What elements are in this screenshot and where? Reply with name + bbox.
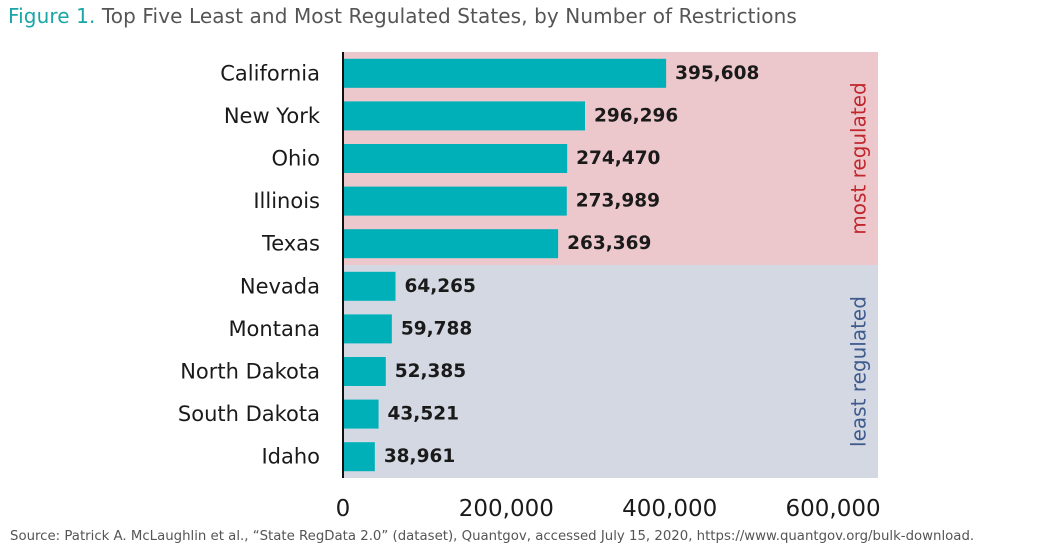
bar — [343, 144, 568, 173]
category-label: Ohio — [271, 147, 320, 171]
x-tick-label: 200,000 — [459, 496, 554, 522]
bar-value-label: 43,521 — [388, 404, 459, 425]
bar-value-label: 38,961 — [384, 446, 455, 467]
source-note: Source: Patrick A. McLaughlin et al., “S… — [10, 529, 975, 544]
category-label: Nevada — [240, 274, 320, 298]
category-label: California — [220, 61, 320, 85]
title-text: Top Five Least and Most Regulated States… — [101, 4, 797, 28]
bar — [343, 271, 396, 301]
bar — [343, 101, 586, 131]
bar — [343, 186, 567, 216]
x-tick-label: 600,000 — [786, 496, 881, 522]
bar — [343, 58, 667, 88]
bar-value-label: 263,369 — [567, 233, 651, 254]
category-label: Idaho — [261, 445, 320, 469]
bar-chart: most regulated least regulated 395,608 Cali… — [178, 52, 881, 522]
category-label: New York — [224, 104, 321, 128]
group-label: least regulated — [847, 296, 871, 447]
category-label: Texas — [261, 232, 320, 256]
bar — [343, 442, 375, 472]
bar-value-label: 395,608 — [675, 63, 759, 84]
bar — [343, 229, 559, 259]
bar-value-label: 64,265 — [404, 276, 475, 297]
category-label: South Dakota — [178, 402, 320, 426]
bar-value-label: 274,470 — [576, 148, 660, 169]
category-label: Montana — [228, 317, 320, 341]
bar — [343, 399, 379, 429]
bar-value-label: 59,788 — [401, 318, 472, 339]
bar — [343, 314, 392, 344]
bar-value-label: 273,989 — [576, 191, 660, 212]
bar — [343, 357, 386, 386]
chart-title: Figure 1. Top Five Least and Most Regula… — [8, 4, 797, 28]
x-tick-label: 400,000 — [622, 496, 717, 522]
region-least-regulated — [343, 265, 878, 478]
category-label: North Dakota — [180, 360, 320, 384]
group-label: most regulated — [847, 82, 871, 234]
category-label: Illinois — [253, 189, 320, 213]
bar-value-label: 52,385 — [395, 361, 466, 382]
x-tick-label: 0 — [336, 496, 351, 522]
bar-value-label: 296,296 — [594, 105, 678, 126]
figure-number: Figure 1. — [8, 4, 96, 28]
